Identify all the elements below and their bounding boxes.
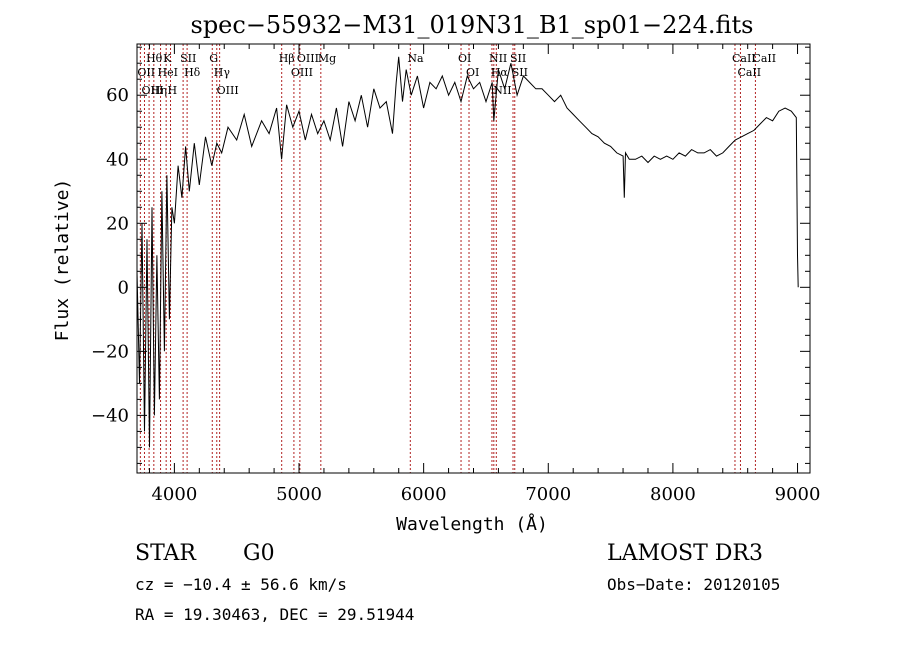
y-tick-label: 20 [106, 213, 129, 234]
x-tick-label: 4000 [151, 484, 197, 505]
x-tick-label: 7000 [525, 484, 571, 505]
spectral-line-label: H [168, 84, 178, 97]
spectral-line-label: HeI [158, 66, 178, 79]
redshift-cz: cz = −10.4 ± 56.6 km/s [135, 575, 347, 594]
spectral-line-label: Na [407, 52, 424, 65]
spectral-line-label: OIII [297, 52, 319, 65]
y-tick-label: −20 [91, 341, 129, 362]
object-subclass: G0 [243, 541, 275, 566]
y-tick-label: 60 [106, 85, 129, 106]
spectral-line-label: Hβ [279, 52, 295, 65]
survey-name: LAMOST DR3 [607, 541, 763, 566]
spectrum-series-line [137, 57, 798, 448]
y-tick-label: 0 [118, 277, 129, 298]
x-axis-ticks: 4000 5000 6000 7000 8000 9000 [149, 44, 820, 505]
coordinates: RA = 19.30463, DEC = 29.51944 [135, 605, 414, 624]
x-axis-label: Wavelength (Å) [396, 513, 548, 535]
x-tick-label: 8000 [650, 484, 696, 505]
spectral-line-label: Hδ [184, 66, 201, 79]
spectral-line-label: CaII [752, 52, 776, 65]
x-tick-label: 6000 [401, 484, 447, 505]
y-tick-label: −40 [91, 405, 129, 426]
spectral-line-label: OIII [217, 84, 239, 97]
spectral-line-label: Hγ [214, 66, 231, 79]
spectrum-figure: spec−55932−M31_019N31_B1_sp01−224.fits H… [0, 0, 900, 649]
plot-frame [137, 44, 810, 473]
spectral-line-label: NII [489, 52, 507, 65]
object-type: STAR [135, 541, 197, 566]
y-axis-ticks: −40 −20 0 20 40 60 [91, 47, 810, 463]
spectral-line-label: Hη [151, 84, 167, 97]
y-tick-label: 40 [106, 149, 129, 170]
x-tick-label: 5000 [276, 484, 322, 505]
spectral-line-label: SII [510, 52, 526, 65]
spectral-line-label: OI [458, 52, 471, 65]
spectral-line-label: Mg [318, 52, 336, 65]
spectral-line-label: Hθ [146, 52, 163, 65]
spectral-line-label: SII [180, 52, 196, 65]
spectral-line-label: CaII [737, 66, 761, 79]
spectral-line-label: SII [512, 66, 528, 79]
spectral-line-markers [140, 44, 755, 473]
spectral-line-label: OII [137, 66, 155, 79]
x-tick-label: 9000 [775, 484, 821, 505]
spectral-line-label: G [209, 52, 218, 65]
spectral-line-label: OIII [291, 66, 313, 79]
spectral-line-labels: HθOIIOIIIHηHeIKHSIIHδGHγOIIIHβOIIIOIIIMg… [137, 52, 776, 97]
chart-title: spec−55932−M31_019N31_B1_sp01−224.fits [191, 11, 754, 39]
observation-date: Obs−Date: 20120105 [607, 575, 780, 594]
spectral-line-label: K [163, 52, 172, 65]
y-axis-label: Flux (relative) [52, 179, 73, 342]
